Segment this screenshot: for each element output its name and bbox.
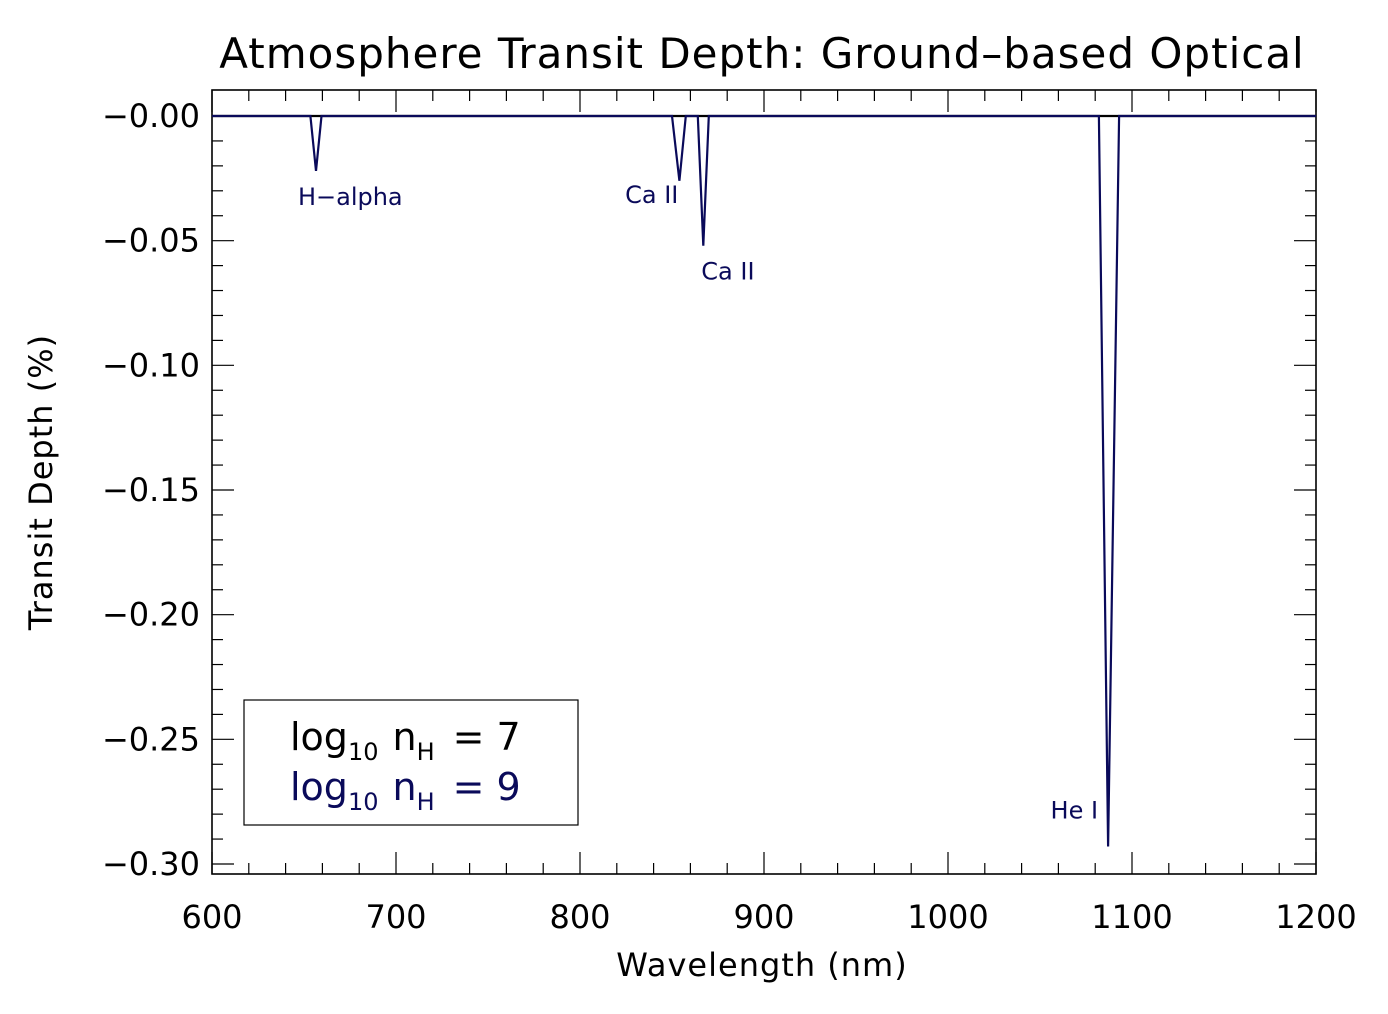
y-axis-label: Transit Depth (%)	[22, 334, 60, 631]
data-series	[212, 114, 1316, 847]
legend: log10 nH = 7 log10 nH = 9	[243, 699, 579, 826]
annotation-label: He I	[1051, 797, 1099, 825]
annotation-label: H−alpha	[298, 183, 403, 211]
x-tick-label: 900	[733, 898, 794, 936]
legend-entry-2: log10 nH = 9	[290, 765, 521, 816]
x-tick-label: 1100	[1091, 898, 1172, 936]
axis-ticks	[211, 90, 1317, 874]
series-line-2	[212, 114, 1316, 847]
legend-entry-1-suffix: = 7	[453, 715, 521, 759]
legend-entry-1-prefix: log	[290, 715, 348, 759]
y-tick-label: −0.00	[102, 97, 200, 135]
annotation-label: Ca II	[625, 181, 678, 209]
y-tick-label: −0.10	[102, 346, 200, 384]
y-tick-label: −0.20	[102, 596, 200, 634]
chart-title: Atmosphere Transit Depth: Ground–based O…	[219, 29, 1304, 78]
legend-entry-1-var: n	[392, 715, 416, 759]
legend-entry-1: log10 nH = 7	[290, 715, 521, 766]
x-axis-label: Wavelength (nm)	[616, 946, 907, 984]
x-tick-label: 1200	[1275, 898, 1356, 936]
y-tick-label: −0.15	[102, 471, 200, 509]
legend-box	[243, 699, 579, 826]
x-tick-label: 1000	[907, 898, 988, 936]
legend-entry-1-sub2: H	[417, 738, 435, 766]
line-annotations: H−alpha Ca II Ca II He I	[298, 181, 1098, 825]
x-tick-label: 800	[549, 898, 610, 936]
y-tick-label: −0.05	[102, 222, 200, 260]
x-tick-label: 600	[181, 898, 242, 936]
legend-entry-2-suffix: = 9	[453, 765, 521, 809]
legend-entry-2-sub1: 10	[348, 788, 379, 816]
y-tick-label: −0.25	[102, 720, 200, 758]
annotation-label: Ca II	[701, 258, 754, 286]
x-tick-label: 700	[365, 898, 426, 936]
legend-entry-1-sub1: 10	[348, 738, 379, 766]
legend-entry-2-prefix: log	[290, 765, 348, 809]
legend-entry-2-var: n	[392, 765, 416, 809]
axis-tick-labels: 600 700 800 900 1000 1100 1200 −0.00 −0.05 −0.10 −…	[102, 97, 1357, 936]
y-tick-label: −0.30	[102, 845, 200, 883]
legend-entry-2-sub2: H	[417, 788, 435, 816]
